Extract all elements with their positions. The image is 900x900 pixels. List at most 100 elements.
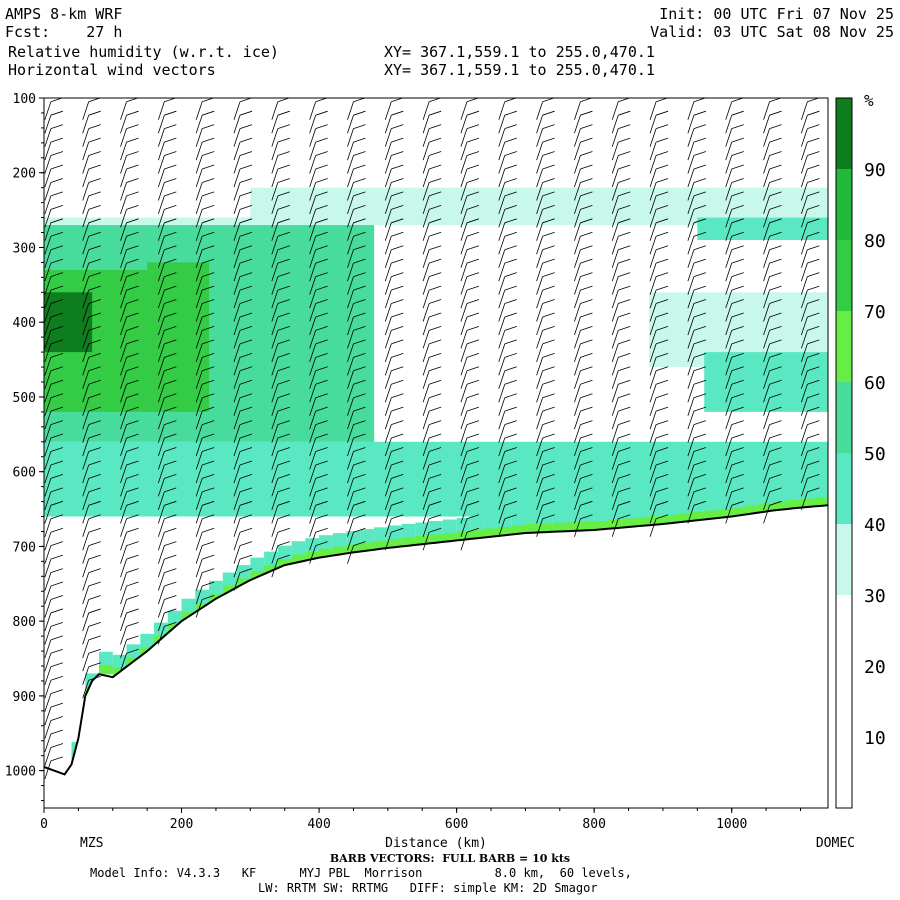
wind-barb [157, 451, 165, 470]
wind-barb-flag [504, 137, 517, 143]
wind-barb [687, 330, 695, 349]
wind-barb-flag [50, 245, 64, 251]
wind-barb [271, 478, 279, 497]
wind-barb [498, 209, 506, 228]
wind-barb [687, 384, 695, 403]
wind-barb-flag [428, 447, 442, 452]
wind-barb [460, 532, 468, 551]
wind-barb-flag [731, 124, 744, 130]
wind-barb [687, 168, 695, 188]
wind-barb [233, 155, 241, 174]
wind-barb-flag [731, 137, 744, 143]
wind-barb [195, 101, 203, 120]
wind-barb-flag [202, 514, 215, 520]
wind-barb [763, 478, 770, 497]
wind-barb-flag [428, 433, 442, 439]
wind-barb-flag [277, 110, 290, 116]
wind-barb-flag [50, 689, 64, 695]
wind-barb [195, 437, 203, 457]
wind-barb [384, 384, 392, 403]
wind-barb [687, 249, 695, 268]
wind-barb [233, 168, 241, 188]
wind-barb-flag [542, 124, 555, 130]
wind-barb [460, 437, 468, 457]
wind-barb-flag [580, 258, 593, 264]
wind-barb [649, 424, 657, 443]
wind-barb [687, 424, 695, 443]
wind-barb-flag [50, 178, 64, 183]
wind-barb [611, 209, 619, 228]
wind-barb [611, 343, 619, 363]
wind-barb-flag [731, 379, 744, 385]
wind-barb-flag [580, 447, 593, 452]
wind-barb [536, 303, 543, 322]
wind-barb [44, 666, 52, 685]
wind-barb [384, 276, 392, 295]
wind-barb-flag [126, 326, 139, 331]
wind-barb-flag [580, 124, 593, 130]
wind-barb [347, 437, 354, 457]
rh-surface-moist [415, 535, 430, 545]
wind-barb-flag [202, 595, 215, 600]
wind-barb-flag [126, 433, 139, 439]
wind-barb [271, 424, 279, 443]
wind-barb [611, 195, 619, 215]
wind-barb [82, 236, 90, 255]
wind-barb-flag [126, 339, 139, 345]
wind-barb [498, 397, 506, 416]
wind-barb-flag [693, 460, 707, 466]
wind-barb [233, 491, 241, 510]
wind-barb [347, 451, 354, 470]
wind-barb-flag [50, 756, 64, 762]
wind-barb [649, 249, 657, 268]
wind-barb-flag [466, 339, 480, 345]
wind-barb [309, 195, 317, 215]
wind-barb-flag [466, 366, 480, 372]
wind-barb [460, 249, 468, 268]
wind-barb [309, 263, 317, 282]
wind-barb [460, 518, 468, 537]
wind-barb-flag [466, 393, 480, 399]
wind-barb [44, 626, 52, 645]
wind-barb [384, 491, 392, 510]
wind-barb [800, 249, 808, 268]
wind-barb [536, 518, 543, 537]
wind-barb-flag [655, 393, 669, 399]
wind-barb [157, 599, 165, 618]
wind-barb [763, 505, 770, 524]
wind-barb-flag [428, 137, 442, 143]
wind-barb-flag [315, 527, 328, 533]
wind-barb [422, 195, 430, 215]
wind-barb [271, 289, 279, 309]
rh-surface-moist [635, 517, 650, 527]
wind-barb [687, 222, 695, 241]
wind-barb [347, 101, 354, 120]
wind-barb-flag [504, 191, 517, 197]
wind-barb-flag [277, 231, 290, 237]
wind-barb-flag [618, 352, 631, 358]
wind-barb [611, 276, 619, 295]
wind-barb-flag [315, 299, 328, 304]
wind-barb-flag [126, 366, 139, 372]
wind-barb-flag [542, 164, 555, 170]
wind-barb-flag [50, 110, 64, 116]
wind-barb [498, 222, 506, 241]
wind-barb [611, 236, 619, 255]
wind-barb-flag [353, 218, 366, 224]
wind-barb-flag [315, 433, 328, 439]
wind-barb-flag [769, 258, 782, 264]
y-tick-label: 300 [13, 241, 36, 256]
wind-barb [44, 222, 52, 241]
wind-barb [649, 195, 657, 215]
wind-barb-flag [428, 151, 442, 156]
wind-barb [800, 303, 808, 322]
wind-barb-flag [428, 339, 442, 345]
wind-barb-flag [164, 231, 177, 237]
wind-barb-flag [655, 379, 669, 385]
wind-barb [195, 195, 203, 215]
wind-barb [687, 236, 695, 255]
wind-barb [120, 639, 127, 658]
wind-barb [725, 249, 733, 268]
wind-barb-flag [618, 433, 631, 439]
wind-barb-flag [202, 124, 215, 130]
